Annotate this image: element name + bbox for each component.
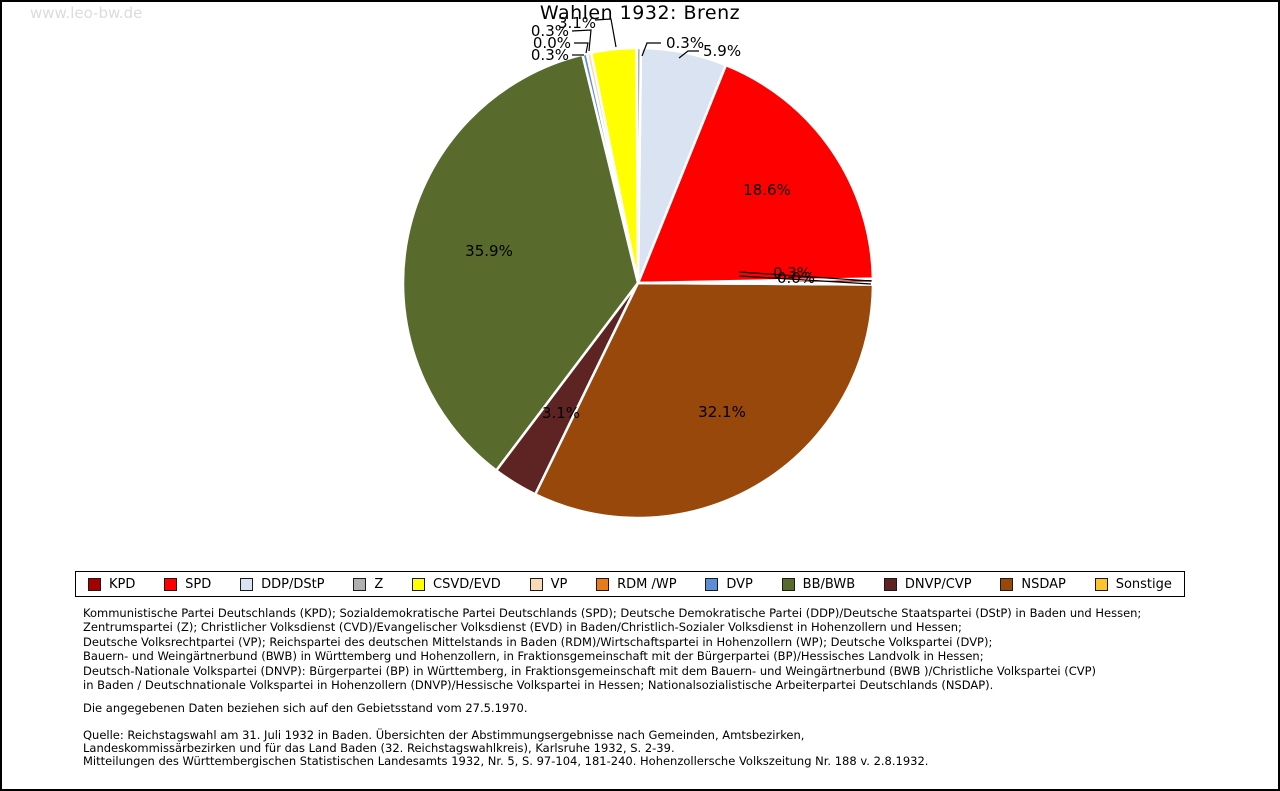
footer-line: Deutsche Volksrechtpartei (VP); Reichspa… bbox=[83, 634, 993, 649]
slice-label-DNVP/CVP: 3.1% bbox=[542, 404, 580, 422]
footer-line: Die angegebenen Daten beziehen sich auf … bbox=[83, 701, 528, 716]
footer-line: Zentrumspartei (Z); Christlicher Volksdi… bbox=[83, 620, 962, 635]
legend-item-DVP: DVP bbox=[705, 577, 753, 592]
slice-label-CSVD/EVD: 3.1% bbox=[558, 14, 596, 32]
legend-item-Sonstige: Sonstige bbox=[1094, 576, 1172, 592]
legend-item-KPD: KPD bbox=[88, 577, 135, 592]
page-title: Wahlen 1932: Brenz bbox=[539, 2, 741, 24]
legend-label: NSDAP bbox=[1021, 576, 1066, 592]
leader-line-CSVD/EVD bbox=[594, 18, 617, 48]
legend-label: BB/BWB bbox=[802, 576, 856, 592]
leader-line-RDM /WP bbox=[574, 42, 589, 54]
slice-label-SPD: 18.6% bbox=[743, 181, 791, 199]
legend-swatch-DNVP/CVP bbox=[883, 577, 897, 591]
legend-label: KPD bbox=[109, 576, 136, 592]
footer-parties-text: Kommunistische Partei Deutschlands (KPD)… bbox=[83, 606, 1240, 692]
legend-label: VP bbox=[550, 576, 568, 592]
leader-line-Z bbox=[641, 42, 661, 57]
legend-item-SPD: SPD bbox=[164, 577, 211, 592]
legend-swatch-Sonstige bbox=[1094, 577, 1108, 591]
footer-line: Kommunistische Partei Deutschlands (KPD)… bbox=[83, 606, 1142, 620]
legend-label: Sonstige bbox=[1115, 576, 1172, 592]
legend-swatch-RDM /WP bbox=[596, 577, 610, 591]
legend-item-DDP/DStP: DDP/DStP bbox=[240, 576, 325, 592]
legend-swatch-DVP bbox=[705, 577, 719, 591]
slice-label-NSDAP: 32.1% bbox=[698, 403, 746, 421]
legend-item-NSDAP: NSDAP bbox=[1000, 577, 1066, 592]
slice-label-DVP: 0.3% bbox=[531, 46, 569, 64]
slice-label-DDP/DStP: 5.9% bbox=[703, 42, 741, 60]
leader-line-DDP/DStP bbox=[678, 50, 699, 59]
footer: Kommunistische Partei Deutschlands (KPD)… bbox=[83, 606, 1240, 768]
footer-line: Bauern- und Weingärtnerbund (BWB) in Wür… bbox=[83, 649, 984, 664]
watermark: www.leo-bw.de bbox=[30, 4, 143, 22]
legend-label: CSVD/EVD bbox=[433, 576, 501, 592]
legend-label: DDP/DStP bbox=[261, 576, 325, 592]
legend-item-RDM /WP: RDM /WP bbox=[596, 576, 677, 592]
pie-slice-NSDAP bbox=[534, 281, 875, 520]
pie-slice-Sonstige bbox=[636, 281, 875, 286]
legend-swatch-DDP/DStP bbox=[240, 577, 254, 591]
slice-label-VP: 0.3% bbox=[531, 22, 569, 40]
legend-label: Z bbox=[374, 576, 384, 592]
footer-line: in Baden / Deutschnationale Volkspartei … bbox=[83, 678, 994, 693]
slice-label-KPD: 0.3% bbox=[773, 264, 811, 282]
legend-item-Z: Z bbox=[353, 577, 383, 592]
footer-source-text: Quelle: Reichstagswahl am 31. Juli 1932 … bbox=[83, 727, 1240, 769]
pie-slice-SPD bbox=[636, 63, 875, 285]
legend-label: RDM /WP bbox=[617, 576, 677, 592]
legend-item-BB/BWB: BB/BWB bbox=[781, 576, 856, 592]
leader-line-Sonstige bbox=[738, 275, 872, 285]
legend-swatch-KPD bbox=[88, 577, 101, 591]
legend-swatch-CSVD/EVD bbox=[412, 577, 426, 591]
legend-label: DVP bbox=[726, 576, 753, 592]
legend: KPD SPD DDP/DStP Z CSVD/EVD VP RDM /WP DVP BB/BW… bbox=[75, 571, 1185, 597]
slice-label-Z: 0.3% bbox=[666, 34, 704, 52]
footer-note-text: Die angegebenen Daten beziehen sich auf … bbox=[83, 701, 1240, 715]
legend-item-VP: VP bbox=[529, 576, 568, 592]
leader-line-KPD bbox=[738, 271, 872, 282]
legend-swatch-VP bbox=[529, 577, 543, 591]
legend-label: SPD bbox=[185, 576, 212, 592]
footer-line: Landeskommissärbezirken und für das Land… bbox=[83, 741, 675, 756]
legend-label: DNVP/CVP bbox=[904, 576, 972, 592]
slice-label-BB/BWB: 35.9% bbox=[465, 242, 513, 260]
slice-label-Sonstige: 0.0% bbox=[777, 269, 815, 287]
legend-item-DNVP/CVP: DNVP/CVP bbox=[883, 576, 972, 592]
pie-slice-BB/BWB bbox=[401, 53, 640, 472]
legend-item-CSVD/EVD: CSVD/EVD bbox=[412, 577, 501, 592]
legend-swatch-NSDAP bbox=[1000, 577, 1014, 591]
legend-swatch-BB/BWB bbox=[781, 577, 795, 591]
legend-swatch-Z bbox=[353, 577, 367, 591]
slice-label-RDM /WP: 0.0% bbox=[533, 34, 571, 52]
legend-swatch-SPD bbox=[164, 577, 178, 591]
footer-line: Deutsch-Nationale Volkspartei (DNVP): Bü… bbox=[83, 663, 1097, 678]
leader-line-VP bbox=[571, 29, 592, 52]
footer-line: Quelle: Reichstagswahl am 31. Juli 1932 … bbox=[83, 727, 805, 742]
footer-line: Mitteilungen des Württembergischen Stati… bbox=[83, 754, 929, 769]
